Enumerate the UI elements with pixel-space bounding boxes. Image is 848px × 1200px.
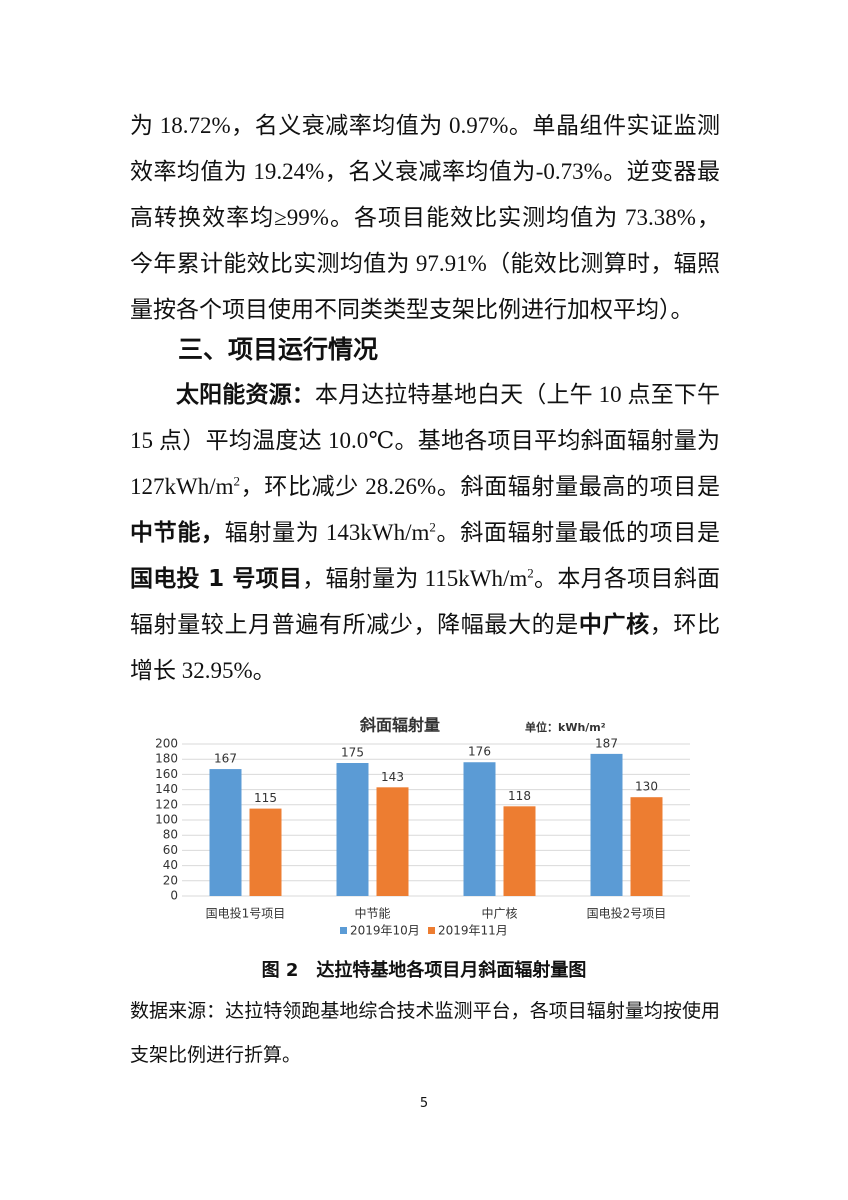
- y-tick-label: 140: [155, 782, 178, 796]
- x-tick-label: 中广核: [481, 906, 517, 921]
- y-tick-label: 200: [155, 737, 178, 751]
- data-label: 176: [468, 745, 491, 759]
- bar: [336, 763, 369, 896]
- text-run: 太阳能资源：: [176, 382, 315, 408]
- bar: [503, 806, 536, 896]
- text-run: 本月达拉特基地白天（上午 10 点至下午 15 点）平均温度达 10.0℃。基地…: [130, 382, 721, 499]
- chart-unit: 单位：kWh/m²: [525, 720, 606, 734]
- data-label: 175: [341, 746, 364, 760]
- x-tick-label: 国电投2号项目: [587, 906, 667, 921]
- bar: [249, 808, 282, 896]
- x-tick-label: 中节能: [354, 906, 390, 921]
- data-label: 130: [635, 780, 658, 794]
- data-label: 118: [508, 789, 531, 803]
- text-run: 。斜面辐射量最低的项目是: [435, 520, 721, 545]
- text-run: 2: [429, 519, 436, 535]
- y-tick-label: 180: [155, 752, 178, 766]
- bar: [630, 797, 663, 896]
- text-run: 国电投 1 号项目: [130, 566, 303, 592]
- bar: [463, 762, 496, 896]
- chart-title: 斜面辐射量: [359, 716, 440, 735]
- data-label: 187: [595, 736, 618, 750]
- text-run: 2: [233, 473, 241, 489]
- figure-caption: 图 2 达拉特基地各项目月斜面辐射量图: [261, 960, 587, 981]
- text-run: ，环比增长 32.95%。: [130, 612, 720, 683]
- y-tick-label: 60: [163, 843, 178, 857]
- text-run: 中节能，: [130, 520, 225, 546]
- x-tick-label: 国电投1号项目: [206, 906, 286, 921]
- legend-label: 2019年11月: [438, 924, 508, 938]
- data-label: 167: [214, 752, 237, 766]
- text-run: 2: [527, 565, 534, 581]
- text-run: 辐射量为 143kWh/m: [224, 520, 430, 545]
- section-heading: 三、项目运行情况: [178, 335, 379, 364]
- y-tick-label: 160: [155, 767, 178, 781]
- data-label: 143: [381, 770, 404, 784]
- text-run: ，环比减少 28.26%。斜面辐射量最高的项目是: [240, 474, 720, 499]
- legend-label: 2019年10月: [350, 924, 420, 938]
- paragraph: 太阳能资源：本月达拉特基地白天（上午 10 点至下午 15 点）平均温度达 10…: [130, 372, 720, 694]
- legend-swatch: [428, 927, 435, 934]
- y-tick-label: 80: [163, 828, 178, 842]
- bar: [209, 769, 242, 896]
- text-run: 为 18.72%，名义衰减率均值为 0.97%。单晶组件实证监测效率均值为 19…: [130, 113, 720, 322]
- y-tick-label: 120: [155, 797, 178, 811]
- legend-swatch: [340, 927, 347, 934]
- text-run: ，辐射量为 115kWh/m: [302, 566, 528, 591]
- y-tick-label: 20: [163, 873, 178, 887]
- y-tick-label: 100: [155, 813, 178, 827]
- paragraph: 为 18.72%，名义衰减率均值为 0.97%。单晶组件实证监测效率均值为 19…: [130, 103, 720, 333]
- text-run: 中广核: [578, 612, 650, 638]
- bar: [590, 753, 623, 896]
- source-note: 数据来源：达拉特领跑基地综合技术监测平台，各项目辐射量均按使用支架比例进行折算。: [130, 1001, 720, 1066]
- body-text: 为 18.72%，名义衰减率均值为 0.97%。单晶组件实证监测效率均值为 19…: [130, 103, 720, 333]
- page-number: 5: [419, 1096, 429, 1111]
- bar: [376, 787, 409, 896]
- text-run: 。本月各项目斜面辐射量较上月普遍有所减少，降幅最大的是: [130, 566, 720, 637]
- data-label: 115: [254, 791, 277, 805]
- y-tick-label: 40: [163, 858, 178, 872]
- y-tick-label: 0: [170, 889, 178, 903]
